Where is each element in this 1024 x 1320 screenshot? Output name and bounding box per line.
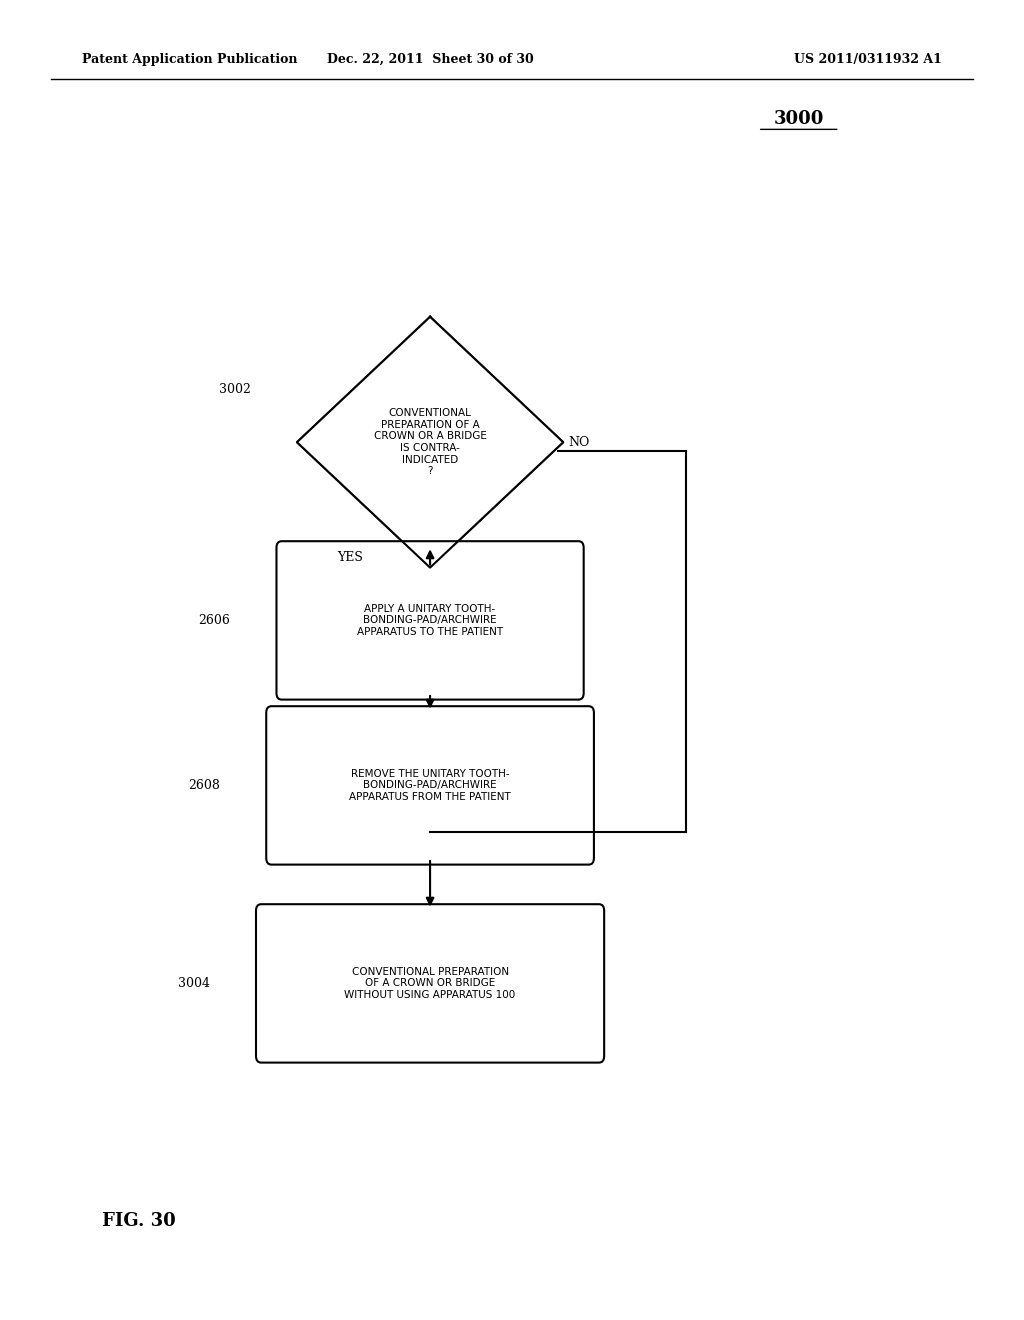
Text: 3000: 3000 <box>773 110 824 128</box>
Text: Patent Application Publication: Patent Application Publication <box>82 53 297 66</box>
Text: CONVENTIONAL PREPARATION
OF A CROWN OR BRIDGE
WITHOUT USING APPARATUS 100: CONVENTIONAL PREPARATION OF A CROWN OR B… <box>344 966 516 1001</box>
Text: NO: NO <box>568 436 590 449</box>
Text: Dec. 22, 2011  Sheet 30 of 30: Dec. 22, 2011 Sheet 30 of 30 <box>327 53 534 66</box>
FancyBboxPatch shape <box>276 541 584 700</box>
Text: FIG. 30: FIG. 30 <box>102 1212 176 1230</box>
Polygon shape <box>297 317 563 568</box>
Text: APPLY A UNITARY TOOTH-
BONDING-PAD/ARCHWIRE
APPARATUS TO THE PATIENT: APPLY A UNITARY TOOTH- BONDING-PAD/ARCHW… <box>357 603 503 638</box>
Text: YES: YES <box>338 550 364 564</box>
Text: REMOVE THE UNITARY TOOTH-
BONDING-PAD/ARCHWIRE
APPARATUS FROM THE PATIENT: REMOVE THE UNITARY TOOTH- BONDING-PAD/AR… <box>349 768 511 803</box>
FancyBboxPatch shape <box>266 706 594 865</box>
FancyBboxPatch shape <box>256 904 604 1063</box>
Text: 3002: 3002 <box>219 383 251 396</box>
Text: CONVENTIONAL
PREPARATION OF A
CROWN OR A BRIDGE
IS CONTRA-
INDICATED
?: CONVENTIONAL PREPARATION OF A CROWN OR A… <box>374 408 486 477</box>
Text: 3004: 3004 <box>178 977 210 990</box>
Text: US 2011/0311932 A1: US 2011/0311932 A1 <box>795 53 942 66</box>
Text: 2608: 2608 <box>188 779 220 792</box>
Text: 2606: 2606 <box>199 614 230 627</box>
